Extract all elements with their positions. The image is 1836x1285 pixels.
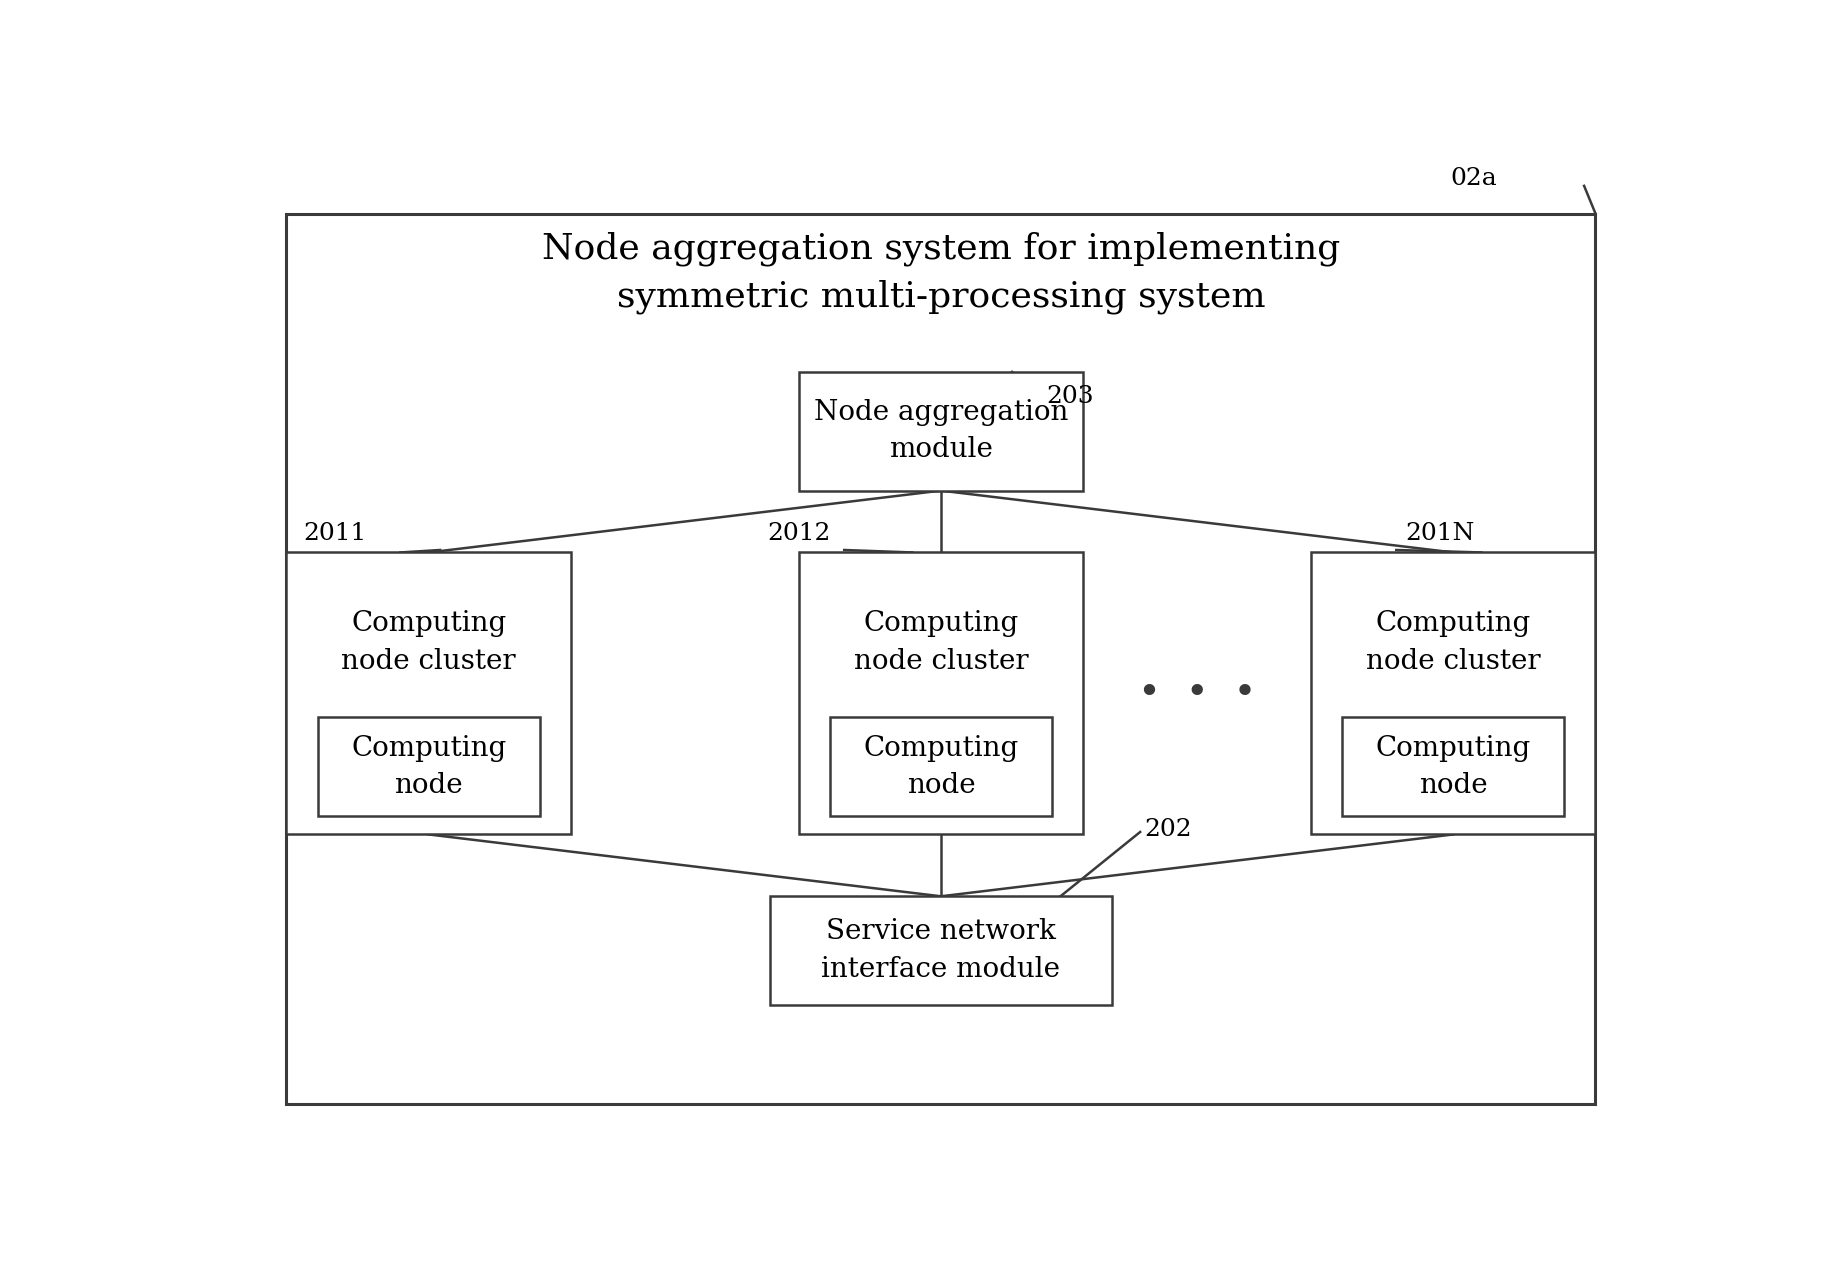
Text: Computing
node cluster: Computing node cluster	[854, 610, 1028, 675]
Bar	[771, 897, 1113, 1005]
Bar	[286, 553, 571, 834]
Bar	[1342, 717, 1564, 816]
Text: 02a: 02a	[1450, 167, 1496, 190]
Text: 202: 202	[1144, 817, 1192, 840]
Text: Service network
interface module: Service network interface module	[821, 919, 1061, 983]
Text: Computing
node cluster: Computing node cluster	[1366, 610, 1540, 675]
Text: •  •  •: • • •	[1138, 675, 1256, 712]
Bar	[799, 553, 1083, 834]
Bar	[318, 717, 540, 816]
Text: 203: 203	[1047, 386, 1094, 409]
Text: 2012: 2012	[767, 522, 830, 545]
Text: Computing
node: Computing node	[1375, 735, 1531, 799]
Bar	[1311, 553, 1595, 834]
Bar	[830, 717, 1052, 816]
Text: Computing
node cluster: Computing node cluster	[341, 610, 516, 675]
Text: 2011: 2011	[303, 522, 367, 545]
Bar	[799, 371, 1083, 491]
Text: Computing
node: Computing node	[863, 735, 1019, 799]
Text: Computing
node: Computing node	[351, 735, 507, 799]
Text: 201N: 201N	[1405, 522, 1474, 545]
Text: Node aggregation
module: Node aggregation module	[813, 400, 1069, 464]
Text: Node aggregation system for implementing
symmetric multi-processing system: Node aggregation system for implementing…	[542, 231, 1340, 315]
